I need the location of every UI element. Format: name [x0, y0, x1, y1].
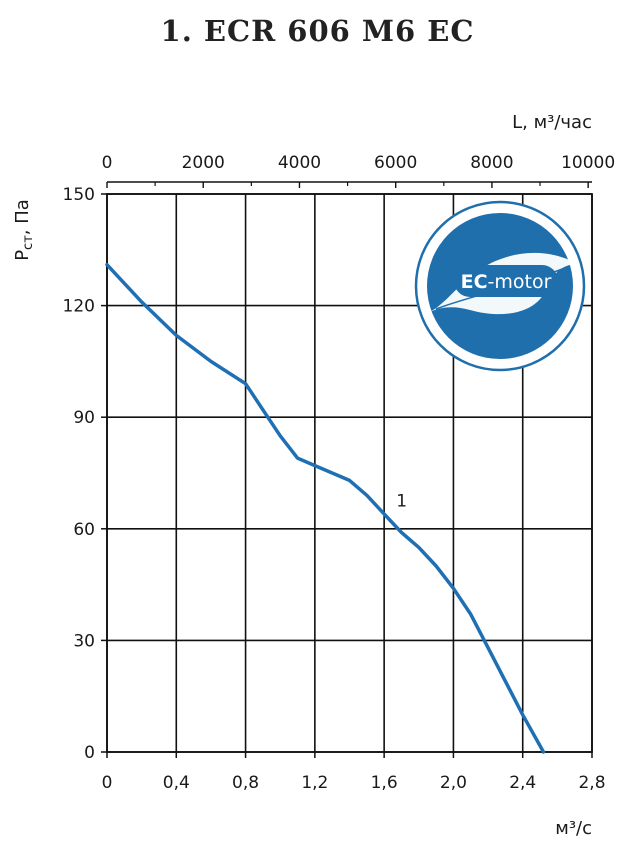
top-x-axis: 0 2000 4000 6000 8000 10000	[102, 153, 615, 188]
y-tick-label: 150	[63, 185, 95, 205]
x-tick-label: 2,4	[509, 773, 536, 793]
plot-frame	[106, 193, 593, 753]
top-x-axis-label: L, м³/час	[512, 112, 592, 133]
badge-label-pill	[454, 265, 558, 297]
y-tick-label: 90	[73, 408, 95, 428]
x-tick-label: 0,4	[163, 773, 190, 793]
top-x-tick-label: 10000	[561, 153, 615, 173]
series-label-1: 1	[396, 491, 407, 511]
ec-motor-badge: EC-motor	[414, 200, 586, 372]
top-x-tick-label: 0	[102, 153, 113, 173]
y-axis: 0 30 60 90 120 150	[63, 185, 107, 763]
x-tick-label: 1,2	[301, 773, 328, 793]
y-axis-label: Рст, Па	[12, 199, 36, 261]
top-x-tick-label: 4000	[278, 153, 321, 173]
x-tick-label: 2,0	[440, 773, 467, 793]
x-tick-label: 0,8	[232, 773, 259, 793]
series-line-1	[105, 262, 546, 754]
series-layer: 1	[105, 262, 546, 754]
y-tick-label: 60	[73, 520, 95, 540]
top-x-tick-label: 8000	[470, 153, 513, 173]
x-axis-label: м³/с	[555, 818, 592, 839]
top-x-tick-label: 2000	[182, 153, 225, 173]
x-tick-label: 2,8	[578, 773, 605, 793]
x-tick-label: 0	[102, 773, 113, 793]
badge-label: EC-motor	[461, 271, 552, 293]
chart-title: 1. ECR 606 M6 EC	[160, 14, 475, 48]
y-tick-label: 30	[73, 631, 95, 651]
plot-border	[106, 193, 593, 753]
x-tick-label: 1,6	[371, 773, 398, 793]
y-tick-label: 120	[63, 297, 95, 317]
top-x-tick-label: 6000	[374, 153, 417, 173]
y-tick-label: 0	[84, 743, 95, 763]
x-axis: 0 0,4 0,8 1,2 1,6 2,0 2,4 2,8	[102, 752, 606, 793]
